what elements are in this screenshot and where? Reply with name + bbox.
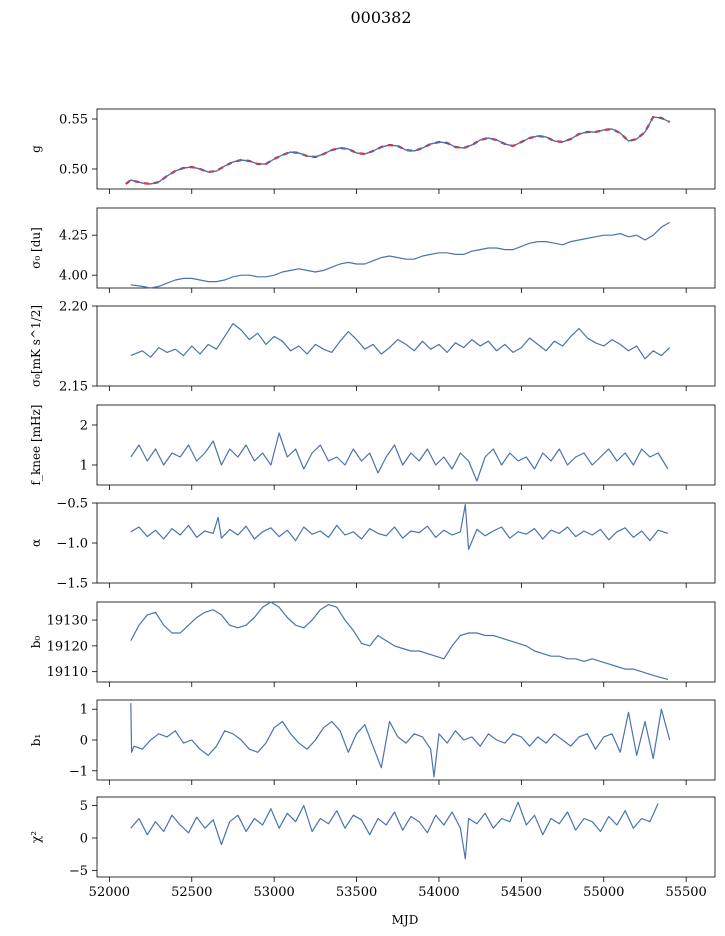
y-tick-label: 1 bbox=[80, 703, 88, 718]
y-tick-label: 0.55 bbox=[59, 113, 88, 128]
x-tick-label: 53500 bbox=[336, 885, 377, 900]
panel-sigma0-du: 4.00 4.25 σ₀ [du] bbox=[29, 207, 716, 293]
axes-frame bbox=[96, 305, 716, 387]
x-tick-label: 52000 bbox=[89, 885, 130, 900]
y-axis-label: f_knee [mHz] bbox=[29, 405, 43, 486]
x-tick-label: 55000 bbox=[583, 885, 624, 900]
y-tick-label: 5 bbox=[80, 799, 88, 814]
y-axis-label: α bbox=[29, 539, 43, 547]
series-line-g bbox=[125, 116, 670, 185]
series-line-b1 bbox=[130, 703, 671, 778]
y-tick-label: 0 bbox=[80, 831, 88, 846]
y-axis-label: σ₀[mK s^1/2] bbox=[29, 305, 43, 387]
y-tick-label: 19120 bbox=[47, 639, 88, 654]
y-tick-label: −1.0 bbox=[56, 537, 88, 552]
panel-b0: 19110 19120 19130 b₀ bbox=[29, 601, 716, 687]
y-tick-label: −1.5 bbox=[56, 577, 88, 592]
y-tick-label: 1 bbox=[80, 459, 88, 474]
panel-alpha: −1.5 −1.0 −0.5 α bbox=[29, 497, 716, 592]
y-axis-label: χ² bbox=[29, 831, 43, 843]
panels: 0.50 0.55 g 4.00 4.25 σ₀ [du] 2.15 2.20 σ₀[mK s^… bbox=[29, 108, 716, 900]
series-line-b0 bbox=[130, 601, 669, 680]
y-tick-label: 4.25 bbox=[59, 229, 88, 244]
y-tick-label: 2.15 bbox=[59, 380, 88, 395]
y-axis-label: b₀ bbox=[29, 636, 43, 649]
axes-frame bbox=[96, 404, 716, 486]
x-tick-label: 54500 bbox=[501, 885, 542, 900]
x-tick-label: 52500 bbox=[171, 885, 212, 900]
series-line-fknee bbox=[130, 432, 669, 482]
x-axis-label: MJD bbox=[392, 913, 419, 927]
y-tick-label: 2 bbox=[80, 419, 88, 434]
y-axis-label: b₁ bbox=[29, 734, 43, 747]
panel-b1: −1 0 1 b₁ bbox=[29, 699, 716, 785]
y-tick-label: −0.5 bbox=[56, 497, 88, 512]
series-line-sigma0-mks bbox=[130, 323, 671, 360]
axes-frame bbox=[96, 108, 716, 190]
series-line-alpha bbox=[130, 504, 669, 551]
y-tick-label: −1 bbox=[69, 764, 88, 779]
axes-frame bbox=[96, 601, 716, 683]
series-line-sigma0-du bbox=[130, 221, 671, 289]
x-tick-label: 55500 bbox=[665, 885, 706, 900]
y-axis-label: g bbox=[29, 145, 43, 153]
panel-sigma0-mks: 2.15 2.20 σ₀[mK s^1/2] bbox=[29, 300, 716, 395]
series-line-chi2 bbox=[130, 801, 659, 860]
axes-frame bbox=[96, 502, 716, 584]
axes-frame bbox=[96, 796, 716, 878]
series-line-top-g bbox=[125, 116, 670, 185]
y-tick-label: −5 bbox=[69, 864, 88, 879]
y-tick-label: 19110 bbox=[47, 665, 88, 680]
y-tick-label: 0 bbox=[80, 734, 88, 749]
x-tick-label: 53000 bbox=[253, 885, 294, 900]
panel-g: 0.50 0.55 g bbox=[29, 108, 716, 194]
figure-title: 000382 bbox=[350, 8, 411, 27]
panel-chi2: −5 0 5 52000 52500 53000 53500 54000 54500 55000 5… bbox=[29, 796, 716, 900]
x-tick-label: 54000 bbox=[418, 885, 459, 900]
panel-fknee: 1 2 f_knee [mHz] bbox=[29, 404, 716, 490]
axes-frame bbox=[96, 207, 716, 289]
y-tick-label: 0.50 bbox=[59, 163, 88, 178]
y-tick-label: 2.20 bbox=[59, 300, 88, 315]
y-axis-label: σ₀ [du] bbox=[29, 227, 43, 269]
overlay-line-g bbox=[125, 115, 671, 186]
y-tick-label: 4.00 bbox=[59, 269, 88, 284]
y-tick-label: 19130 bbox=[47, 614, 88, 629]
